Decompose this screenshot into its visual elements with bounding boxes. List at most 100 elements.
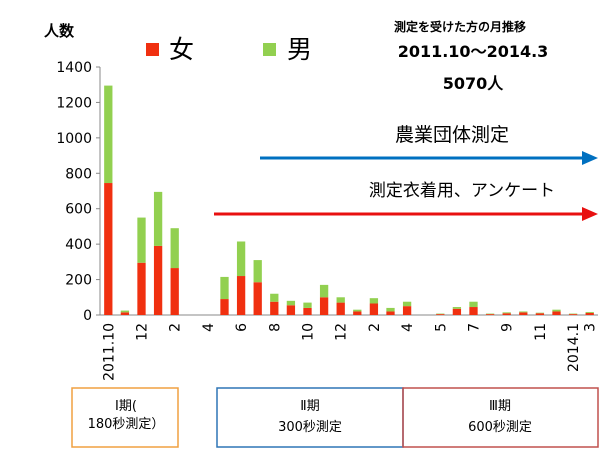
bar-female-2013.3 <box>386 311 395 315</box>
x-tick-label: 2 <box>367 323 383 332</box>
bar-female-2011.12 <box>137 262 146 315</box>
y-tick-label: 1400 <box>56 60 92 76</box>
bar-female-2012.11 <box>319 297 329 315</box>
bar-female-2013.10 <box>502 313 511 315</box>
x-tick-label: 4 <box>400 323 416 332</box>
period-box-1 <box>71 387 179 448</box>
bar-male-2014.1 <box>552 309 561 312</box>
y-ticks: 0 200 400 600 800 1000 1200 1400 <box>56 60 100 324</box>
bar-female-2014.3 <box>585 312 594 315</box>
bar-male-2011.11 <box>120 310 130 313</box>
bar-female-2012.1 <box>153 245 163 315</box>
period-3-desc: 600秒測定 <box>468 420 532 435</box>
bar-male-2012.11 <box>319 284 329 298</box>
period-2-desc: 300秒測定 <box>278 420 342 435</box>
x-tick-label: 7 <box>467 323 483 332</box>
bar-male-2013.10 <box>502 312 511 314</box>
bar-female-2013.11 <box>519 312 528 315</box>
chart-title: 測定を受けた方の月推移 <box>394 19 526 34</box>
x-tick-label: 5 <box>433 323 449 332</box>
bar-female-2012.10 <box>303 307 312 315</box>
legend-swatch-female <box>146 43 159 56</box>
bar-male-2012.6 <box>236 241 246 277</box>
bar-female-2013.12 <box>535 313 545 315</box>
legend-label-female: 女 <box>169 35 194 64</box>
period-1-desc: 180秒測定） <box>88 417 165 432</box>
y-axis-title: 人数 <box>44 22 75 40</box>
bar-female-2013.2 <box>369 303 379 315</box>
bar-female-2012.8 <box>270 301 279 315</box>
bar-male-2013.6 <box>436 313 445 315</box>
legend-swatch-male <box>263 43 276 56</box>
bar-male-2014.2 <box>568 313 578 315</box>
bar-female-2011.10 <box>104 183 113 315</box>
y-tick-label: 600 <box>65 202 92 218</box>
bar-male-2012.12 <box>336 297 345 303</box>
bar-female-2013.4 <box>402 306 412 315</box>
bar-male-2012.1 <box>153 191 163 246</box>
y-tick-label: 1200 <box>56 95 92 111</box>
bar-male-2011.12 <box>137 217 146 263</box>
bar-female-2012.9 <box>286 305 296 315</box>
x-tick-label: 6 <box>234 323 250 332</box>
bar-male-2012.9 <box>286 300 296 306</box>
bar-female-2013.8 <box>469 307 478 315</box>
bar-male-2013.4 <box>402 301 412 307</box>
bar-male-2013.7 <box>452 307 462 309</box>
y-tick-label: 200 <box>65 273 92 289</box>
legend-label-male: 男 <box>287 35 312 64</box>
x-tick-label: 11 <box>533 323 549 341</box>
period-3-name: Ⅲ期 <box>489 399 511 414</box>
x-tick-label: 9 <box>500 323 516 332</box>
bar-male-2013.2 <box>369 298 379 304</box>
y-tick-label: 1000 <box>56 131 92 147</box>
bar-male-2012.10 <box>303 302 312 308</box>
x-tick-label: 10 <box>301 323 317 341</box>
x-tick-label: 12 <box>135 323 151 341</box>
bar-male-2012.8 <box>270 293 279 302</box>
x-tick-label: 2011.10 <box>101 323 117 381</box>
x-ticks: 2011.10 12 2 4 6 8 10 12 2 4 5 7 9 11 2014.1 3 <box>101 323 598 381</box>
x-tick-label: 3 <box>583 323 599 332</box>
x-tick-label: 12 <box>334 323 350 341</box>
bar-female-2014.2 <box>568 314 578 315</box>
annotation-clothing-survey: 測定衣着用、アンケート <box>369 181 555 201</box>
bar-female-2014.1 <box>552 311 561 315</box>
period-box-3 <box>402 387 599 448</box>
bar-male-2013.8 <box>469 301 478 308</box>
bar-male-2012.7 <box>253 260 262 283</box>
bar-male-2013.3 <box>386 307 395 312</box>
bar-male-2012.5 <box>220 276 229 300</box>
bar-male-2013.1 <box>353 309 362 312</box>
bar-male-2014.3 <box>585 311 594 313</box>
bar-female-2013.7 <box>452 308 462 315</box>
bar-female-2013.1 <box>353 311 362 315</box>
bar-male-2013.12 <box>535 312 545 314</box>
arrow-blue-head <box>582 151 598 165</box>
bar-female-2013.6 <box>436 314 445 315</box>
bars <box>104 85 594 315</box>
bar-female-2013.9 <box>485 314 495 315</box>
x-tick-label: 4 <box>201 323 217 332</box>
x-tick-label: 2014.1 <box>566 323 582 372</box>
period-2-name: Ⅱ期 <box>300 399 319 414</box>
bar-male-2013.9 <box>485 313 495 315</box>
bar-female-2012.6 <box>236 276 246 315</box>
arrow-red-head <box>582 207 598 221</box>
chart-total: 5070人 <box>443 74 505 93</box>
bar-female-2012.7 <box>253 282 262 315</box>
bar-male-2011.10 <box>104 85 113 184</box>
period-1-name: Ⅰ期( <box>115 399 137 414</box>
x-tick-label: 8 <box>267 323 283 332</box>
bar-female-2012.12 <box>336 302 345 315</box>
bar-female-2011.11 <box>120 312 130 315</box>
bar-female-2012.2 <box>170 268 179 315</box>
bar-female-2012.5 <box>220 299 229 315</box>
chart-subtitle: 2011.10〜2014.3 <box>398 42 549 61</box>
y-tick-label: 0 <box>83 308 92 324</box>
bar-male-2013.11 <box>519 311 528 313</box>
annotation-agri-groups: 農業団体測定 <box>395 124 509 146</box>
y-tick-label: 400 <box>65 237 92 253</box>
bar-male-2012.2 <box>170 228 179 269</box>
